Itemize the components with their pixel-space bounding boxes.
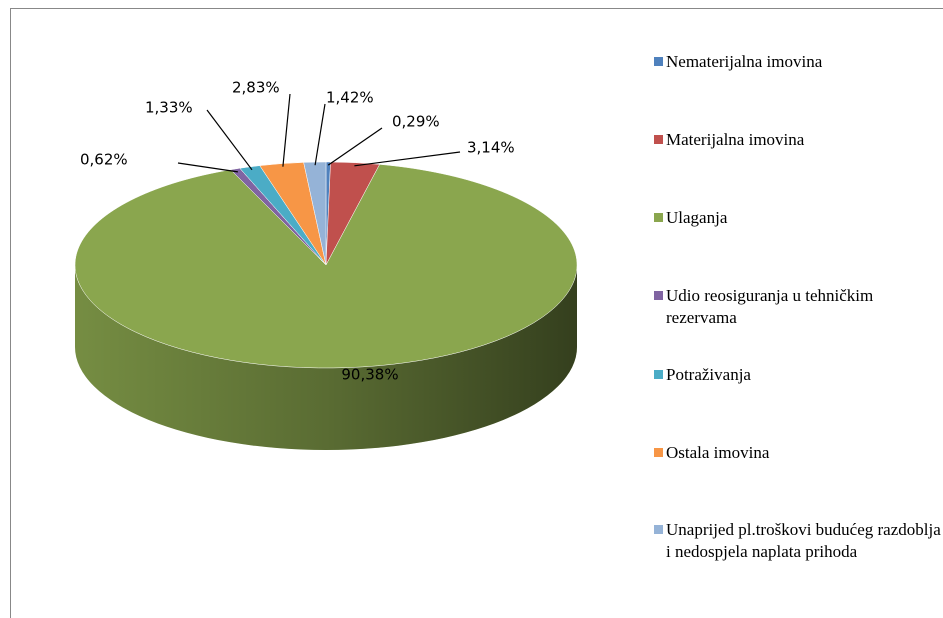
legend-entry: Potraživanja [654, 364, 943, 386]
legend-swatch [654, 370, 663, 379]
leader-line [206, 109, 253, 171]
side-shade [75, 265, 577, 450]
leader-line [314, 103, 326, 166]
leader-line [354, 151, 461, 167]
legend-label: Potraživanja [666, 365, 751, 384]
data-label: 1,42% [326, 89, 374, 107]
slice [303, 161, 327, 266]
legend-swatch [654, 525, 663, 534]
legend-swatch [654, 57, 663, 66]
legend-label: Udio reosiguranja u tehničkim rezervama [666, 286, 874, 327]
data-label: 2,83% [232, 79, 280, 97]
legend-entry: Unaprijed pl.troškovi budućeg razdoblja … [654, 519, 943, 563]
data-label: 3,14% [467, 139, 515, 157]
legend-swatch [654, 135, 663, 144]
legend-entry: Ostala imovina [654, 442, 943, 464]
data-label: 0,29% [392, 113, 440, 131]
leader-line [177, 162, 238, 173]
legend-label: Nematerijalna imovina [666, 52, 823, 71]
legend-entry: Udio reosiguranja u tehničkim rezervama [654, 285, 943, 329]
legend-label: Ostala imovina [666, 443, 770, 462]
frame [10, 8, 943, 618]
slice [74, 164, 578, 369]
legend-swatch [654, 291, 663, 300]
data-label: 90,38% [341, 366, 398, 384]
legend-swatch [654, 448, 663, 457]
legend-label: Ulaganja [666, 208, 728, 227]
legend-entry: Materijalna imovina [654, 129, 943, 151]
leader-line [282, 93, 291, 167]
legend-swatch [654, 213, 663, 222]
leader-line [327, 127, 383, 166]
data-label: 0,62% [80, 151, 128, 169]
legend-label: Unaprijed pl.troškovi budućeg razdoblja … [666, 520, 941, 561]
data-label: 1,33% [145, 99, 193, 117]
legend-entry: Ulaganja [654, 207, 943, 229]
legend-label: Materijalna imovina [666, 130, 805, 149]
legend-entry: Nematerijalna imovina [654, 51, 943, 73]
